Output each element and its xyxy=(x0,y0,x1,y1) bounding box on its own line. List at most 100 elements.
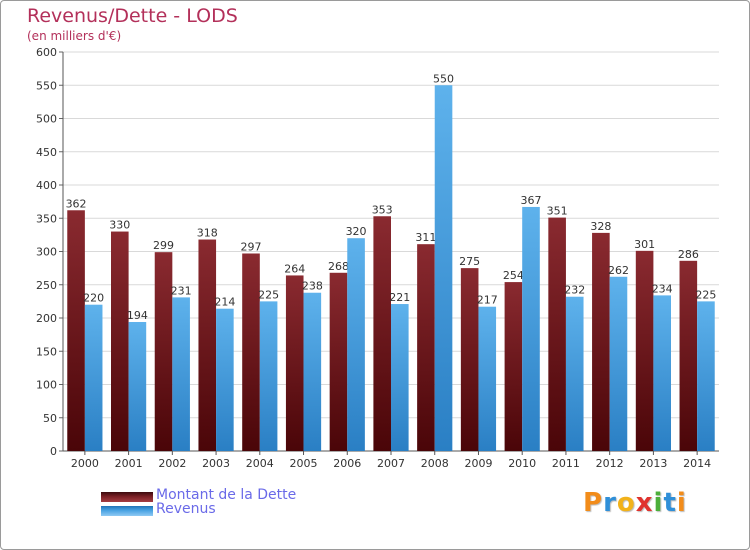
y-tick-label: 250 xyxy=(36,279,57,292)
x-tick-label: 2012 xyxy=(596,457,624,470)
dette-bar-value-label: 299 xyxy=(153,239,174,252)
dette-bar xyxy=(242,253,260,451)
y-tick-label: 450 xyxy=(36,146,57,159)
x-tick-label: 2003 xyxy=(202,457,230,470)
chart-subtitle: (en milliers d'€) xyxy=(27,29,122,43)
legend-label-revenus: Revenus xyxy=(156,501,216,517)
revenus-bar-value-label: 194 xyxy=(127,309,148,322)
revenus-bar-value-label: 231 xyxy=(171,284,192,297)
dette-bar xyxy=(111,231,129,451)
y-tick-label: 100 xyxy=(36,379,57,392)
revenus-bar-value-label: 214 xyxy=(214,296,235,309)
dette-bar-value-label: 362 xyxy=(66,197,87,210)
revenus-bar-value-label: 367 xyxy=(521,194,542,207)
dette-bar xyxy=(635,250,654,451)
revenus-bar xyxy=(609,276,628,451)
dette-bar xyxy=(67,210,85,451)
revenus-bar-value-label: 320 xyxy=(346,225,367,238)
dette-bar-value-label: 311 xyxy=(415,231,436,244)
revenus-swatch-icon xyxy=(101,506,153,516)
y-tick-label: 0 xyxy=(50,445,57,458)
dette-bar xyxy=(592,232,610,451)
logo-letter: P xyxy=(583,488,604,518)
dette-bar-value-label: 275 xyxy=(459,255,480,268)
dette-bar xyxy=(504,282,523,451)
x-tick-label: 2008 xyxy=(421,457,449,470)
revenus-bar xyxy=(303,292,322,451)
y-tick-label: 500 xyxy=(36,113,57,126)
revenus-bar xyxy=(653,295,671,451)
x-tick-label: 2011 xyxy=(552,457,580,470)
revenus-bar xyxy=(697,301,715,451)
dette-bar xyxy=(460,268,479,451)
dette-bar-value-label: 264 xyxy=(284,262,305,275)
y-tick-label: 550 xyxy=(36,79,57,92)
y-tick-label: 150 xyxy=(36,345,57,358)
y-tick-label: 350 xyxy=(36,212,57,225)
dette-bar-value-label: 318 xyxy=(197,227,218,240)
logo-letter: r xyxy=(603,488,617,518)
revenus-bar xyxy=(84,304,103,451)
x-tick-label: 2002 xyxy=(158,457,186,470)
y-tick-label: 300 xyxy=(36,246,57,259)
x-tick-label: 2006 xyxy=(333,457,361,470)
dette-bar-value-label: 268 xyxy=(328,260,349,273)
dette-bar xyxy=(154,252,173,451)
revenus-bar xyxy=(259,301,278,451)
dette-bar xyxy=(285,275,304,451)
revenus-bar xyxy=(128,321,147,451)
revenus-bar-value-label: 232 xyxy=(564,284,585,297)
x-tick-label: 2010 xyxy=(508,457,536,470)
x-tick-label: 2005 xyxy=(290,457,318,470)
revenus-bar xyxy=(522,206,540,451)
y-tick-label: 400 xyxy=(36,179,57,192)
logo-letter: x xyxy=(635,488,654,518)
legend-label-dette: Montant de la Dette xyxy=(156,487,297,503)
logo-letter: i xyxy=(676,488,687,518)
dette-bar-value-label: 353 xyxy=(372,203,393,216)
revenus-bar xyxy=(172,297,190,451)
dette-bar xyxy=(417,244,435,451)
y-tick-label: 200 xyxy=(36,312,57,325)
y-tick-label: 600 xyxy=(36,46,57,59)
revenus-bar-value-label: 225 xyxy=(258,288,279,301)
y-tick-label: 50 xyxy=(43,412,57,425)
logo-letter: o xyxy=(616,488,636,518)
revenus-bar-value-label: 225 xyxy=(695,288,716,301)
chart-title: Revenus/Dette - LODS xyxy=(27,5,238,27)
x-tick-label: 2000 xyxy=(71,457,99,470)
x-tick-label: 2009 xyxy=(464,457,492,470)
dette-bar-value-label: 328 xyxy=(590,220,611,233)
dette-bar xyxy=(373,216,391,451)
dette-bar-value-label: 297 xyxy=(241,240,262,253)
x-tick-label: 2013 xyxy=(639,457,667,470)
dette-bar xyxy=(329,272,348,451)
dette-bar xyxy=(679,260,698,451)
dette-bar-value-label: 351 xyxy=(547,205,568,218)
revenus-bar-value-label: 234 xyxy=(652,282,673,295)
dette-bar-value-label: 301 xyxy=(634,238,655,251)
dette-bar-value-label: 286 xyxy=(678,248,699,261)
revenus-bar-value-label: 550 xyxy=(433,72,454,85)
dette-bar xyxy=(548,217,566,451)
revenus-bar xyxy=(391,304,409,451)
dette-swatch-icon xyxy=(101,492,153,502)
x-tick-label: 2004 xyxy=(246,457,274,470)
x-tick-label: 2007 xyxy=(377,457,405,470)
revenus-bar xyxy=(347,238,365,451)
logo-letter: t xyxy=(663,488,677,518)
revenus-bar-value-label: 238 xyxy=(302,280,323,293)
revenus-bar-value-label: 221 xyxy=(389,291,410,304)
logo-letter: i xyxy=(653,488,664,518)
proxiti-logo: Proxiti xyxy=(583,488,687,518)
revenus-bar-value-label: 220 xyxy=(83,292,104,305)
revenus-bar-value-label: 217 xyxy=(477,294,498,307)
revenus-bar-value-label: 262 xyxy=(608,264,629,277)
dette-bar-value-label: 330 xyxy=(109,219,130,232)
revenus-bar xyxy=(216,308,234,451)
x-tick-label: 2001 xyxy=(115,457,143,470)
revenus-bar xyxy=(478,306,497,451)
dette-bar xyxy=(198,239,217,451)
